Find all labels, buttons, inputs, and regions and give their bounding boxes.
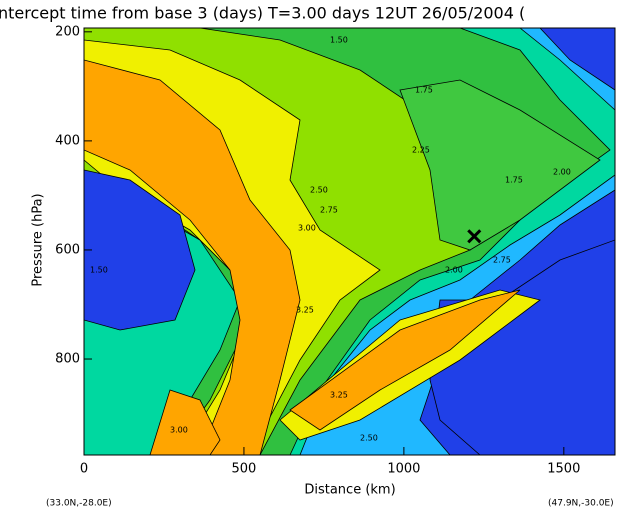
contour-label: 3.00 — [298, 224, 316, 233]
plot-frame — [83, 27, 616, 456]
contour-fill — [84, 28, 615, 455]
x-tick-label: 0 — [80, 462, 88, 477]
marker — [467, 229, 482, 244]
contour-label: 1.75 — [415, 86, 433, 95]
contour-label: 2.00 — [553, 168, 571, 177]
x-axis-label: Distance (km) — [304, 483, 395, 498]
contour-label: 3.25 — [296, 306, 314, 315]
contour-label: 2.50 — [310, 186, 328, 195]
contour-label: 1.50 — [330, 36, 348, 45]
contour-label: 2.75 — [493, 256, 511, 265]
x-tick-label: 500 — [232, 462, 257, 477]
y-tick-label: 200 — [55, 24, 80, 39]
corner-label: (47.9N,-30.0E) — [548, 499, 614, 509]
contour-label: 3.25 — [330, 391, 348, 400]
contour-label: 1.50 — [90, 266, 108, 275]
x-tick-label: 1000 — [387, 462, 420, 477]
chart-title: ntercept time from base 3 (days) T=3.00 … — [0, 4, 525, 23]
contour-label: 2.50 — [360, 434, 378, 443]
corner-label: (33.0N,-28.0E) — [46, 499, 112, 509]
y-tick-label: 400 — [55, 133, 80, 148]
y-axis-label: Pressure (hPa) — [31, 193, 46, 286]
contour-label: 3.00 — [170, 426, 188, 435]
contour-label: 1.75 — [505, 176, 523, 185]
y-tick-label: 600 — [55, 242, 80, 257]
contour-label: 2.00 — [445, 266, 463, 275]
contour-label: 2.75 — [320, 206, 338, 215]
x-tick-label: 1500 — [547, 462, 580, 477]
y-tick-label: 800 — [55, 352, 80, 367]
contour-label: 2.25 — [412, 146, 430, 155]
